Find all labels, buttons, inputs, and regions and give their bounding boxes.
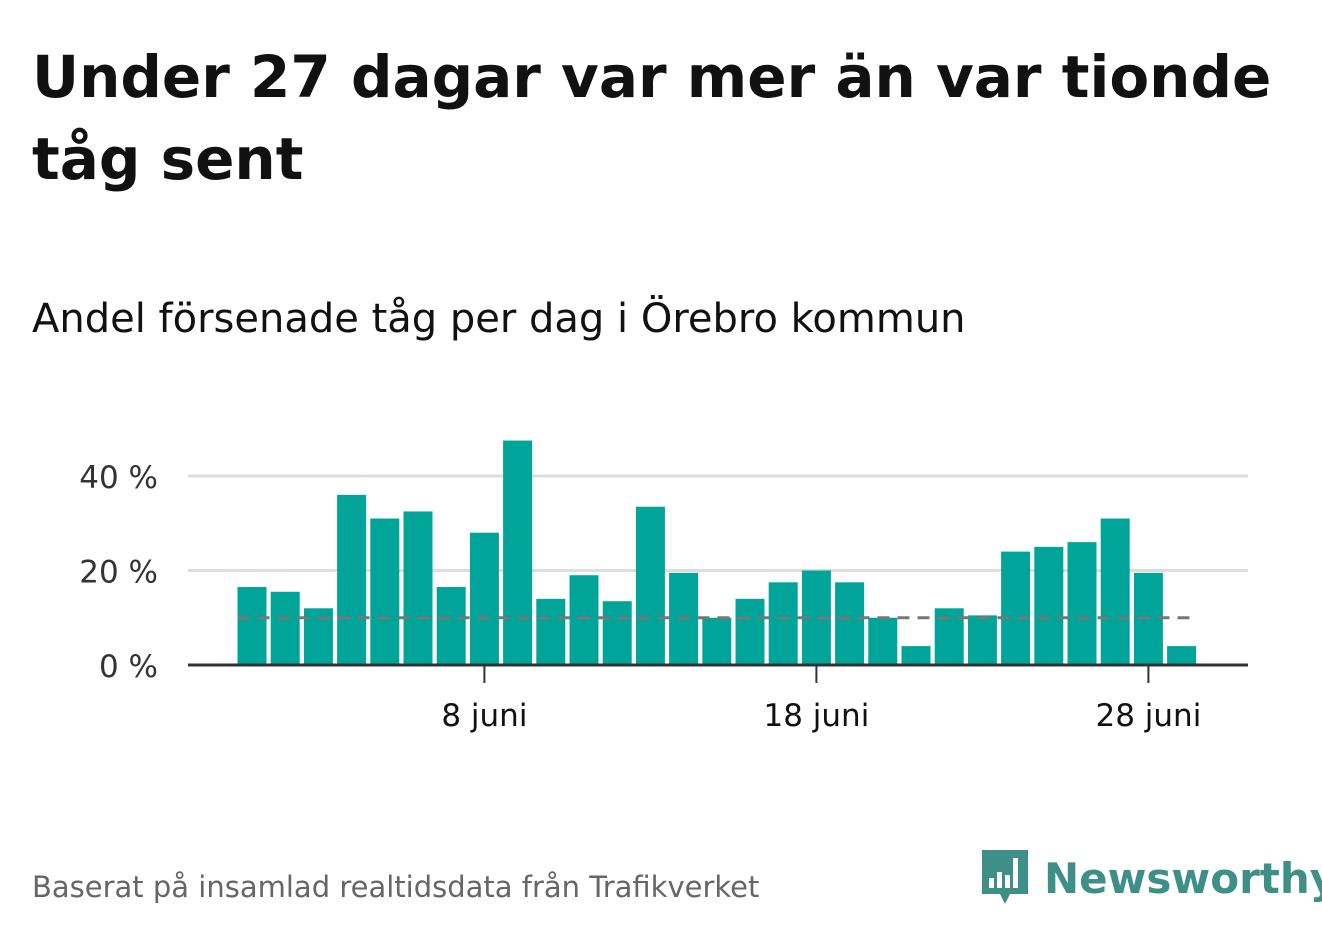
- bar: [1034, 546, 1064, 665]
- y-tick-label: 0 %: [99, 649, 158, 685]
- bar-layer: [237, 440, 1197, 665]
- bar: [635, 506, 665, 665]
- brand-logo[interactable]: Newsworthy: [980, 848, 1322, 908]
- chart-title: Under 27 dagar var mer än var tionde tåg…: [32, 43, 1272, 193]
- bar: [237, 587, 267, 665]
- axis-layer: 0 % 20 % 40 % 8 juni 18 juni 28 juni: [79, 460, 1248, 734]
- bar: [1167, 646, 1197, 665]
- bar: [602, 601, 632, 665]
- bar: [569, 575, 599, 665]
- bar: [436, 587, 466, 665]
- x-tick-label: 18 juni: [763, 698, 869, 734]
- newsworthy-logo-icon: [982, 850, 1028, 904]
- bar: [702, 617, 732, 665]
- bar: [403, 511, 433, 665]
- bar: [469, 532, 499, 665]
- brand-name: Newsworthy: [1044, 853, 1322, 903]
- bar: [1067, 542, 1097, 665]
- bar: [967, 615, 997, 665]
- bar: [536, 598, 566, 665]
- source-note: Baserat på insamlad realtidsdata från Tr…: [32, 870, 760, 904]
- bar: [835, 582, 865, 665]
- y-tick-label: 20 %: [79, 555, 158, 591]
- bar: [270, 591, 300, 665]
- chart-subtitle: Andel försenade tåg per dag i Örebro kom…: [32, 296, 966, 342]
- bar: [1001, 551, 1031, 665]
- bar: [1100, 518, 1130, 665]
- x-tick-label: 28 juni: [1095, 698, 1201, 734]
- bar: [503, 440, 533, 665]
- bar: [337, 494, 367, 665]
- bar: [868, 617, 898, 665]
- bar-chart: 0 % 20 % 40 % 8 juni 18 juni 28 juni: [79, 440, 1248, 734]
- bar: [768, 582, 798, 665]
- x-tick-label: 8 juni: [441, 698, 527, 734]
- bar: [370, 518, 400, 665]
- bar: [901, 646, 931, 665]
- y-tick-label: 40 %: [79, 460, 158, 496]
- bar: [735, 598, 765, 665]
